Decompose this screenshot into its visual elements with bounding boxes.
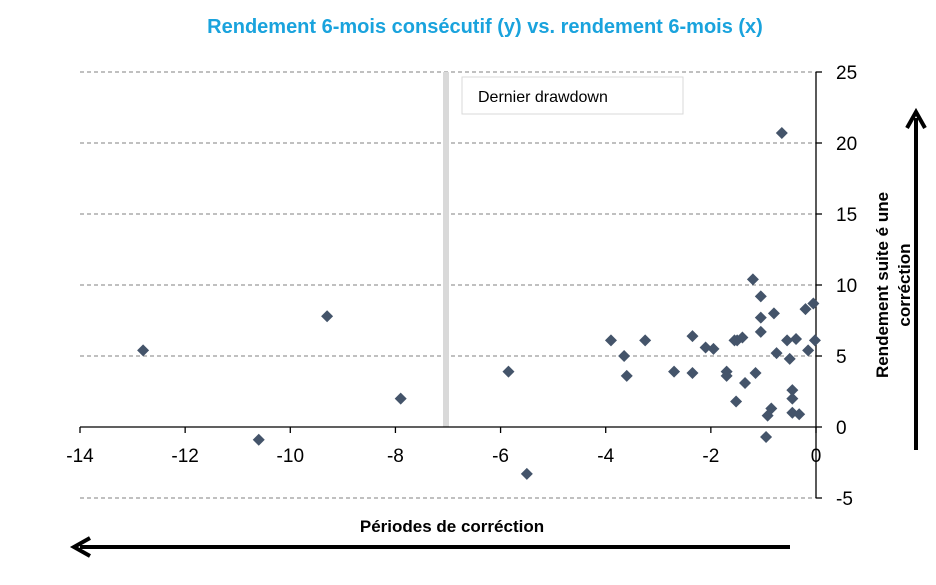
x-tick-label: -14 — [66, 446, 94, 467]
data-point-marker — [775, 127, 788, 140]
y-axis-title-part-2: corréction — [895, 243, 914, 326]
data-point-marker — [639, 334, 652, 347]
data-point-marker — [754, 311, 767, 324]
y-tick-label: 0 — [836, 418, 847, 439]
data-point-marker — [781, 334, 794, 347]
x-tick-label: -12 — [171, 446, 198, 467]
data-point-marker — [793, 408, 806, 421]
data-point-marker — [620, 369, 633, 382]
y-tick-label: 10 — [836, 276, 857, 297]
data-point-marker — [699, 341, 712, 354]
data-point-marker — [502, 365, 515, 378]
x-tick-label: -4 — [597, 446, 614, 467]
data-point-marker — [746, 273, 759, 286]
chart-title: Rendement 6-mois consécutif (y) vs. rend… — [207, 16, 763, 38]
data-point-marker — [686, 330, 699, 343]
data-point-marker — [618, 350, 631, 362]
x-tick-label: 0 — [811, 446, 822, 467]
data-point-marker — [786, 392, 799, 405]
data-point-marker — [790, 332, 803, 345]
y-tick-label: 15 — [836, 205, 857, 226]
data-point-marker — [749, 367, 762, 380]
data-point-marker — [604, 334, 617, 347]
x-axis-title: Périodes de corréction — [360, 517, 544, 536]
x-tick-label: -6 — [492, 446, 509, 467]
data-point-marker — [808, 334, 821, 347]
data-point-marker — [739, 376, 752, 389]
x-tick-label: -10 — [277, 446, 304, 467]
y-tick-label: 5 — [836, 347, 847, 368]
x-tick-label: -2 — [702, 446, 719, 467]
data-point-marker — [668, 365, 681, 378]
data-point-marker — [802, 344, 815, 357]
data-point-marker — [754, 325, 767, 338]
y-axis-title-line-2: corréction — [895, 243, 914, 326]
data-point-marker — [686, 367, 699, 380]
data-point-marker — [767, 307, 780, 320]
data-point-marker — [807, 297, 820, 310]
x-tick-label: -8 — [387, 446, 404, 467]
data-point-marker — [252, 433, 265, 446]
annotation-text: Dernier drawdown — [478, 89, 608, 106]
data-point-marker — [520, 467, 533, 480]
y-axis-title-line-1: Rendement suite é une — [873, 192, 892, 378]
left-arrow-icon — [69, 536, 790, 558]
data-point-marker — [760, 430, 773, 443]
data-point-marker — [754, 290, 767, 303]
last-drawdown-divider — [443, 72, 449, 427]
data-point-marker — [783, 352, 796, 365]
y-axis-title-part-1: Rendement suite é une — [873, 192, 892, 378]
data-point-marker — [736, 331, 749, 344]
data-point-marker — [730, 395, 743, 408]
data-point-marker — [137, 344, 150, 357]
data-point-marker — [765, 402, 778, 415]
up-arrow-icon — [905, 107, 927, 450]
data-point-marker — [770, 347, 783, 360]
data-point-marker — [394, 392, 407, 405]
data-points — [137, 127, 821, 480]
data-point-marker — [707, 342, 720, 355]
data-point-marker — [786, 384, 799, 397]
data-point-marker — [720, 369, 733, 382]
data-point-marker — [321, 310, 334, 323]
axis-ticks: -14 -12 -10 -8 -6 -4 -2 0 -5 0 5 10 15 20 25 — [66, 63, 857, 510]
y-tick-label: -5 — [836, 489, 853, 510]
y-tick-label: 25 — [836, 63, 857, 84]
data-point-marker — [799, 303, 812, 316]
annotation-box: Dernier drawdown — [461, 76, 684, 115]
y-tick-label: 20 — [836, 134, 857, 155]
